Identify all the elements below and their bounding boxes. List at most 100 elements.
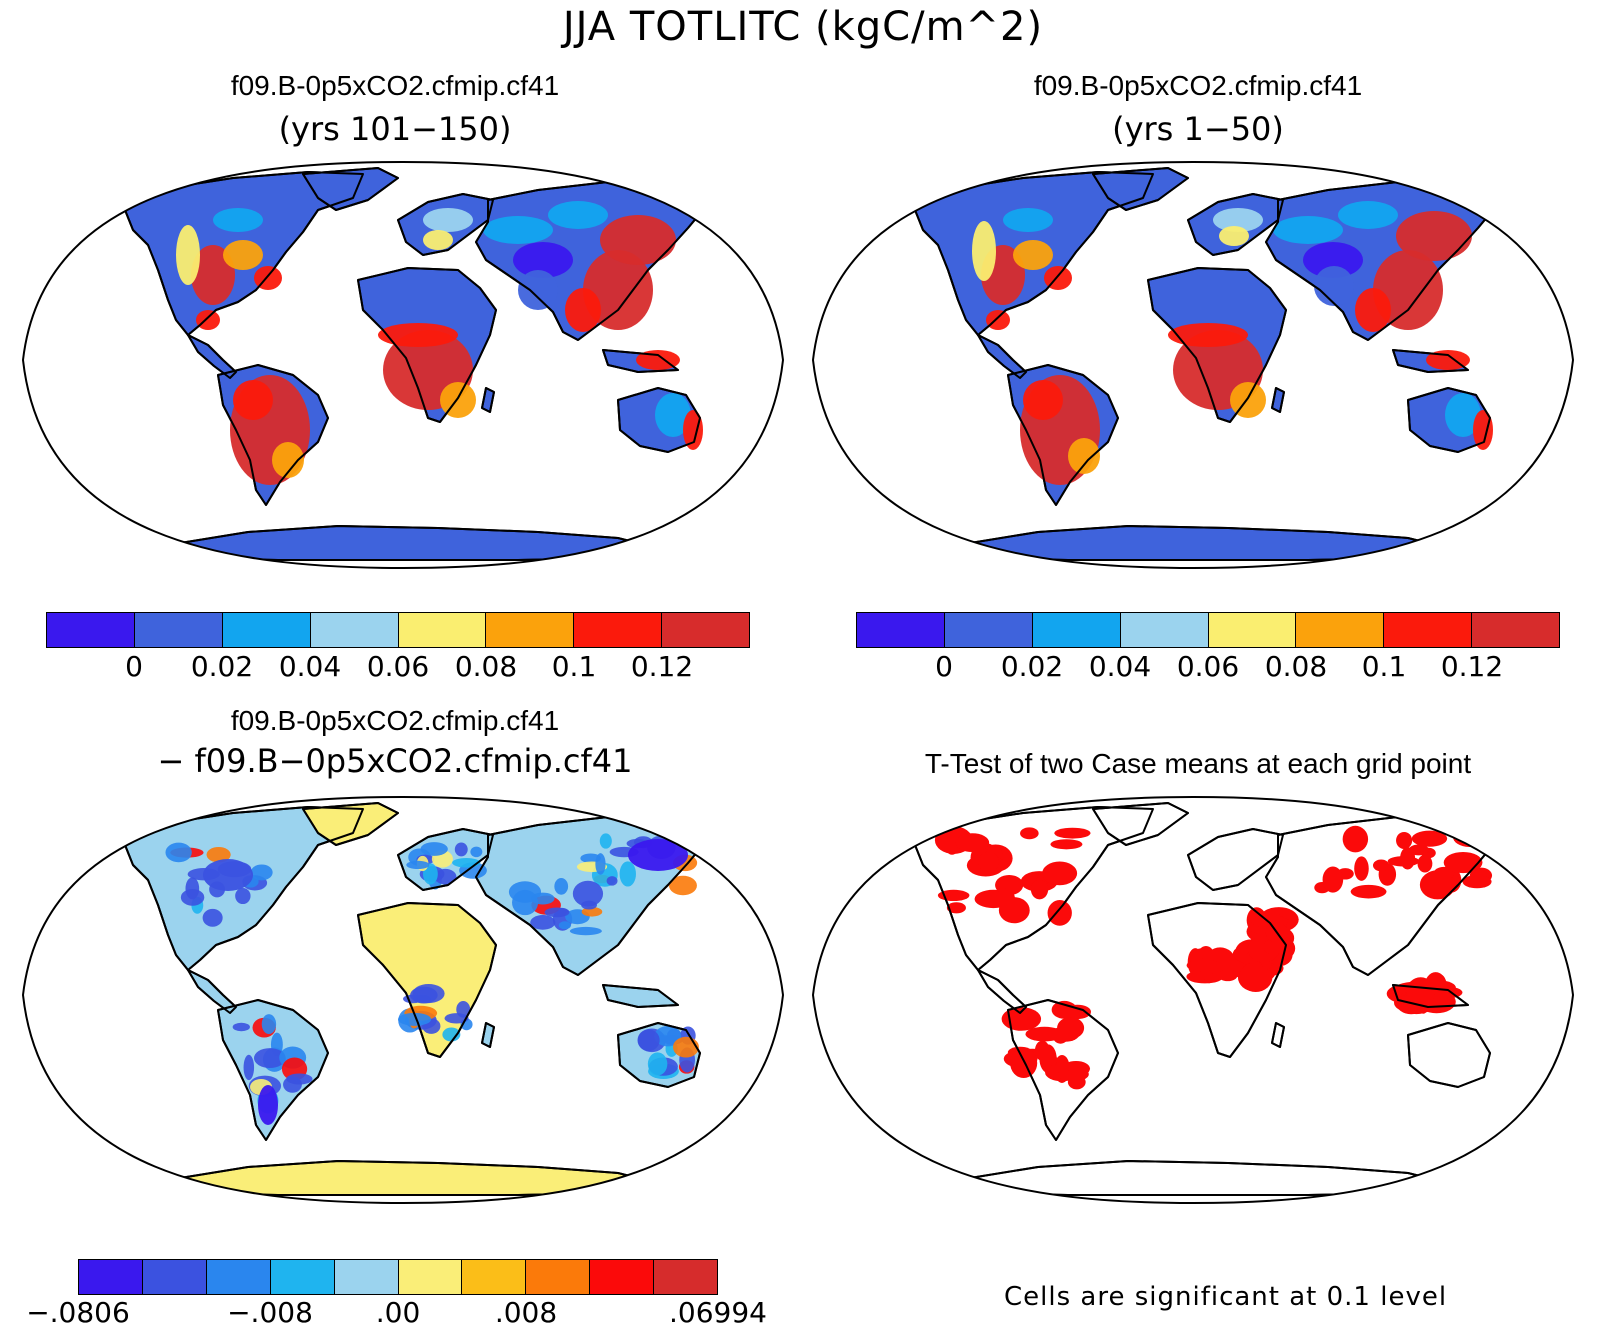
- field-patch: [1417, 854, 1433, 873]
- coastline-madagascar: [1271, 1022, 1285, 1048]
- field-patch: [1387, 856, 1420, 867]
- field-patch: [581, 907, 603, 917]
- coastline-australia: [617, 1022, 701, 1088]
- colorbar-tick-label: .00: [375, 1296, 421, 1329]
- field-patch: [1473, 410, 1493, 450]
- panel-2-subtitle: (yrs 1−50): [1112, 110, 1284, 148]
- field-patch: [1186, 958, 1220, 972]
- colorbar-swatch: [310, 613, 399, 647]
- map-panel-1: [21, 160, 785, 570]
- field-patch: [569, 926, 602, 936]
- coastline-centralAmerica: [187, 334, 237, 379]
- colorbar-swatch: [526, 1260, 591, 1294]
- colorbar-swatch: [662, 613, 749, 647]
- field-patch: [191, 245, 235, 305]
- field-patch: [606, 876, 618, 886]
- field-patch: [513, 242, 573, 278]
- colorbar-swatch: [574, 613, 663, 647]
- field-patch: [1239, 962, 1273, 992]
- field-patch: [1273, 216, 1343, 244]
- field-patch: [1168, 323, 1248, 347]
- coastline-southAmerica: [217, 364, 329, 506]
- field-patch: [1445, 393, 1481, 437]
- land-antarctica: [167, 525, 659, 561]
- coastline-indonesia: [1392, 984, 1469, 1008]
- colorbar-tick-label: 0.08: [1264, 650, 1328, 683]
- field-patch: [1047, 900, 1072, 926]
- coastline-europe: [1187, 193, 1284, 256]
- coastline-europe: [1187, 828, 1284, 891]
- field-patch: [995, 874, 1024, 896]
- colorbar-tick-label: 0.12: [630, 650, 694, 683]
- colorbar-swatch: [944, 613, 1033, 647]
- field-patch: [378, 323, 458, 347]
- field-patch: [254, 1048, 286, 1069]
- field-patch: [999, 888, 1016, 913]
- colorbar-swatch: [222, 613, 311, 647]
- field-patch: [1230, 382, 1266, 418]
- field-patch: [1034, 1040, 1050, 1061]
- coastline-southAmerica: [1007, 999, 1119, 1141]
- field-patch: [444, 1013, 469, 1024]
- colorbar-panel-2-ticks: 0 0.02 0.04 0.06 0.08 0.1 0.12: [856, 650, 1560, 686]
- field-patch: [955, 833, 990, 853]
- panel-1-subtitle: (yrs 101−150): [278, 110, 512, 148]
- colorbar-swatch: [134, 613, 223, 647]
- colorbar-tick-label: .06994: [669, 1296, 767, 1329]
- colorbar-swatch: [1032, 613, 1121, 647]
- field-patch: [1408, 844, 1430, 856]
- field-patch: [1452, 826, 1486, 847]
- field-patch: [1054, 827, 1091, 839]
- coastline-greenland: [1092, 802, 1189, 846]
- field-patch: [203, 859, 253, 891]
- field-patch: [599, 833, 612, 849]
- field-patch: [619, 861, 636, 887]
- colorbar-tick-label: 0.12: [1440, 650, 1504, 683]
- colorbar-swatch: [270, 1260, 335, 1294]
- coastline-centralAmerica: [977, 969, 1027, 1014]
- coastline-greenland: [302, 802, 399, 846]
- field-patch: [647, 1052, 668, 1076]
- colorbar-swatch: [486, 613, 575, 647]
- field-patch: [1050, 839, 1083, 850]
- map-border: [21, 160, 785, 570]
- field-patch: [250, 864, 273, 881]
- field-patch: [554, 878, 569, 895]
- field-patch: [196, 310, 220, 330]
- field-patch: [434, 868, 457, 885]
- colorbar-swatch: [590, 1260, 655, 1294]
- field-patch: [235, 887, 251, 905]
- colorbar-swatch: [654, 1260, 718, 1294]
- panel-4-title: T-Test of two Case means at each grid po…: [924, 748, 1472, 779]
- colorbar-tick-label: −.008: [227, 1296, 313, 1329]
- field-patch: [1213, 208, 1263, 232]
- field-patch: [600, 215, 676, 265]
- colorbar-tick-label: .008: [494, 1296, 558, 1329]
- field-patch: [1303, 242, 1363, 278]
- land-antarctica: [957, 1160, 1449, 1196]
- panel-3-title: f09.B-0p5xCO2.cfmip.cf41: [230, 705, 560, 736]
- colorbar-tick-label: 0.02: [190, 650, 254, 683]
- colorbar-swatch: [1384, 613, 1473, 647]
- map-panel-2: [811, 160, 1575, 570]
- field-patch: [1314, 266, 1354, 306]
- field-patch: [1051, 1000, 1077, 1019]
- field-patch: [1020, 827, 1039, 840]
- field-patch: [1019, 1014, 1039, 1026]
- colorbar-tick-label: 0.02: [1000, 650, 1064, 683]
- field-patch: [683, 410, 703, 450]
- field-patch: [1050, 1026, 1080, 1042]
- field-patch: [243, 1054, 255, 1081]
- field-patch: [1372, 859, 1390, 872]
- field-patch: [518, 270, 558, 310]
- field-patch: [668, 875, 697, 896]
- field-patch: [1406, 977, 1436, 1007]
- field-patch: [1218, 969, 1238, 982]
- coastline-madagascar: [481, 387, 495, 413]
- coastline-australia: [617, 387, 701, 453]
- field-patch: [1443, 851, 1483, 874]
- colorbar-swatch: [47, 613, 135, 647]
- field-patch: [544, 907, 570, 918]
- colorbar-swatch: [398, 613, 487, 647]
- field-patch: [672, 1036, 699, 1058]
